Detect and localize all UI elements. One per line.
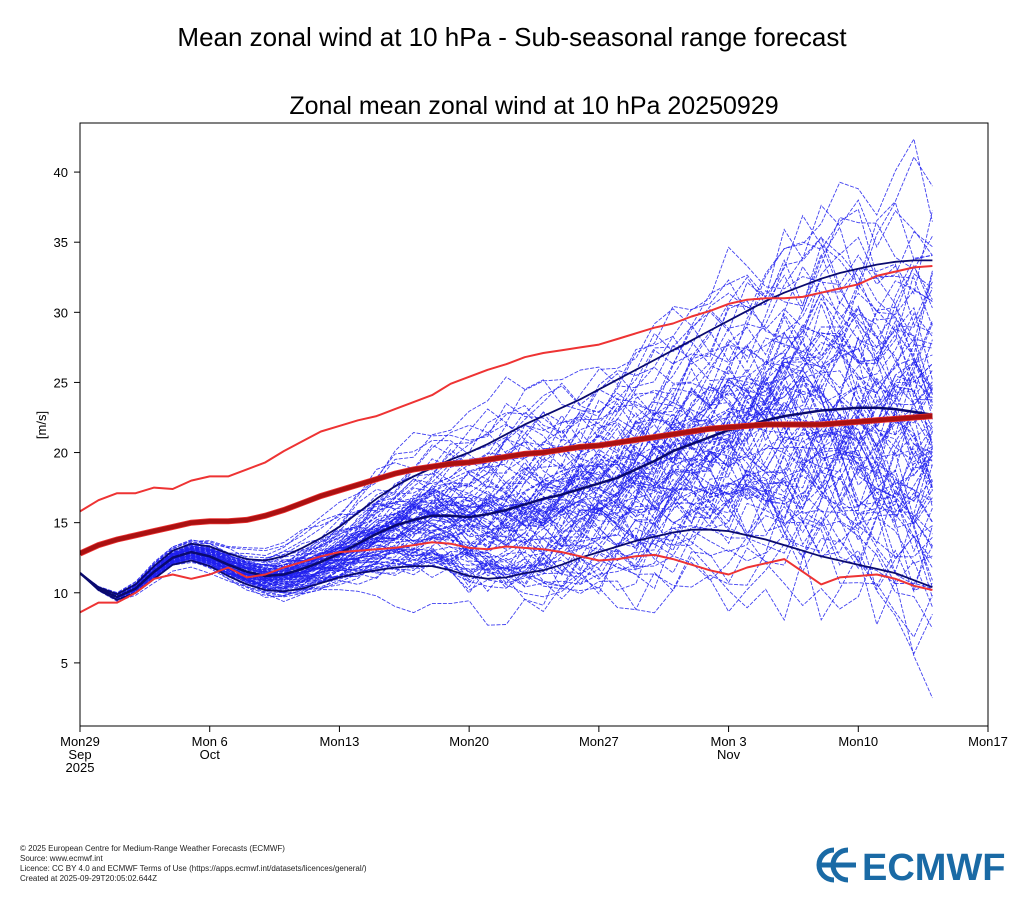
ensemble-member-line (80, 398, 933, 600)
ensemble-member-line (80, 385, 933, 598)
footer-created: Created at 2025-09-29T20:05:02.644Z (20, 874, 157, 883)
ensemble-member-line (80, 337, 933, 599)
chart-title: Zonal mean zonal wind at 10 hPa 20250929 (289, 92, 778, 120)
ensemble-member-line (80, 469, 933, 600)
y-tick-label: 15 (54, 516, 68, 531)
footer-licence: Licence: CC BY 4.0 and ECMWF Terms of Us… (20, 864, 367, 873)
ensemble-member-line (80, 438, 933, 599)
footer-source: Source: www.ecmwf.int (20, 854, 103, 863)
ensemble-member-line (80, 401, 933, 599)
ensemble-member-line (80, 409, 933, 599)
x-tick-label: Mon27 (579, 734, 619, 749)
ensemble-member-line (80, 331, 933, 597)
ensemble-member-line (80, 469, 933, 600)
ecmwf-logo-mark-icon (816, 847, 856, 883)
ensemble-member-line (80, 199, 933, 594)
ensemble-member-line (80, 386, 933, 599)
ensemble-member-line (80, 469, 933, 600)
ensemble-member-line (80, 496, 933, 608)
ensemble-member-line (80, 369, 933, 599)
ensemble-member-line (80, 344, 933, 598)
ensemble-member-line (80, 498, 933, 610)
ensemble-member-line (80, 280, 933, 595)
ensemble-member-line (80, 387, 933, 598)
ensemble-member-line (80, 348, 933, 598)
ensemble-member-line (80, 478, 933, 601)
x-tick-label: Mon17 (968, 734, 1008, 749)
series-line-ensemble-90th-percentile (80, 259, 933, 596)
ensemble-member-line (80, 412, 933, 600)
ensemble-member-line (80, 252, 933, 595)
ensemble-member-line (80, 334, 933, 598)
x-tick-label: Mon 6 (192, 734, 228, 749)
x-tick-label: 2025 (66, 760, 95, 775)
x-tick-label: Mon20 (449, 734, 489, 749)
footer: © 2025 European Centre for Medium-Range … (20, 844, 367, 884)
y-axis: 5 10 15 20 25 30 35 40 (54, 165, 80, 671)
series-line-ensemble-10th-percentile (80, 528, 933, 601)
climate-median-outline (80, 413, 933, 557)
ensemble-member-line (80, 444, 933, 600)
ensemble-member-line (80, 252, 933, 595)
ensemble-member-line (80, 208, 933, 596)
ensemble-member-line (80, 363, 933, 598)
ensemble-member-line (80, 473, 933, 600)
ensemble-member-line (80, 297, 933, 597)
ensemble-member-line (80, 210, 933, 594)
x-tick-label: Oct (200, 747, 221, 762)
x-tick-label: Nov (717, 747, 741, 762)
page-title: Mean zonal wind at 10 hPa - Sub-seasonal… (177, 22, 847, 52)
ecmwf-logo-text: ECMWF (862, 847, 1006, 888)
x-tick-label: Sep (68, 747, 91, 762)
series-line-ensemble-mean (80, 406, 933, 599)
y-tick-label: 20 (54, 446, 68, 461)
series-lines (80, 259, 933, 614)
ensemble-member-line (80, 290, 933, 597)
x-tick-label: Mon10 (838, 734, 878, 749)
ensemble-members (80, 137, 933, 699)
ensemble-member-line (80, 277, 933, 597)
y-tick-label: 35 (54, 235, 68, 250)
ensemble-member-line (80, 320, 933, 597)
plot-frame (79, 122, 989, 727)
x-tick-label: Mon29 (60, 734, 100, 749)
y-tick-label: 25 (54, 375, 68, 390)
y-axis-label: [m/s] (34, 411, 49, 439)
series-line-climate-lower-bound (80, 541, 933, 614)
ensemble-member-line (80, 351, 933, 598)
y-tick-label: 30 (54, 305, 68, 320)
chart: Zonal mean zonal wind at 10 hPa 20250929… (34, 92, 1008, 775)
ecmwf-logo: ECMWF (816, 847, 1006, 888)
y-tick-label: 10 (54, 586, 68, 601)
x-tick-label: Mon13 (320, 734, 360, 749)
ensemble-member-line (80, 425, 933, 599)
ensemble-member-line (80, 137, 933, 595)
y-tick-label: 40 (54, 165, 68, 180)
series-line-climate-upper-bound (80, 265, 933, 513)
ensemble-member-line (80, 422, 933, 600)
ensemble-member-line (80, 543, 933, 699)
ensemble-member-line (80, 368, 933, 598)
ensemble-member-line (80, 482, 933, 655)
y-tick-label: 5 (61, 656, 68, 671)
x-tick-label: Mon 3 (711, 734, 747, 749)
series-line-climate-median (80, 413, 933, 556)
footer-copyright: © 2025 European Centre for Medium-Range … (20, 844, 285, 853)
